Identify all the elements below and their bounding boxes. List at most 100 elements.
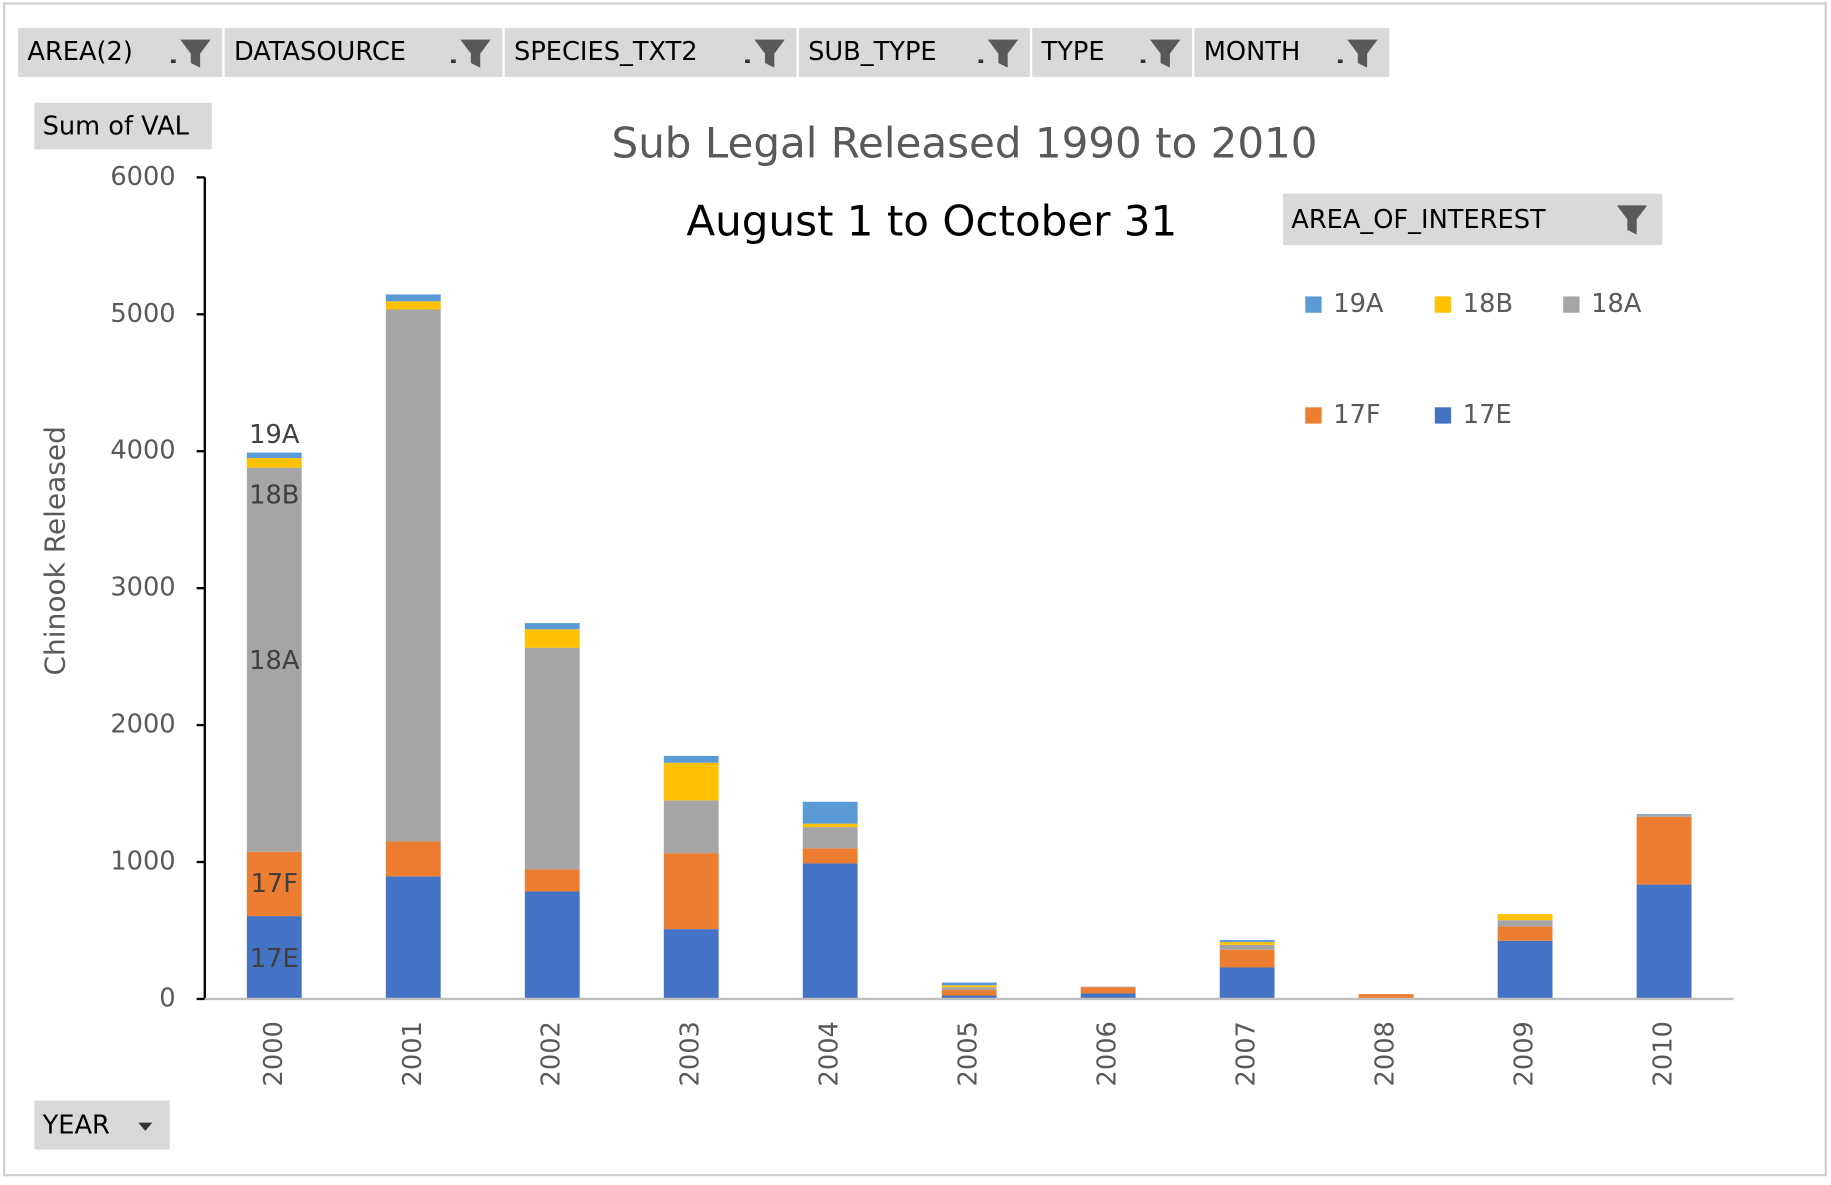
legend-swatch [1305,296,1322,313]
filter-button[interactable]: MONTH [1194,28,1390,78]
filter-button[interactable]: TYPE [1032,28,1193,78]
chart-title: Sub Legal Released 1990 to 2010 [612,118,1318,167]
x-tick-label: 2001 [398,1021,428,1086]
bar-segment [663,762,719,801]
bar-segment [1636,814,1692,815]
filter-button[interactable]: SPECIES_TXT2 [504,28,797,78]
bar-segment [941,982,997,986]
y-tick-label: 0 [159,983,175,1013]
button-bg [504,28,797,78]
bar-annotation: 17F [251,869,298,899]
bar-segment [524,891,580,999]
bar-segment [524,647,580,870]
button-label: YEAR [42,1111,110,1141]
x-tick-label: 2003 [676,1021,706,1086]
bar-segment [246,851,302,917]
bar-segment [663,755,719,763]
bar-segment [1080,993,1136,999]
y-tick-label: 1000 [110,847,175,877]
filter-icon [180,39,211,68]
button-label: AREA(2) [27,37,132,67]
bar-segment [1219,967,1275,999]
x-tick-label: 2005 [954,1021,984,1086]
bar-segment [802,827,858,849]
dropdown-dot [745,59,750,64]
legend-swatch [1434,407,1452,424]
legend-swatch [1434,296,1452,313]
y-tick-label: 4000 [110,436,175,466]
bar-segment [385,841,441,877]
bar-segment [246,467,302,852]
x-tick-label: 2000 [259,1021,289,1086]
legend-swatch [1305,407,1322,424]
button-label: Sum of VAL [43,112,190,142]
legend-label: 18A [1591,289,1642,319]
y-tick-label: 2000 [110,710,175,740]
dropdown-dot [451,59,456,64]
bar-segment [663,929,719,999]
bar-segment [802,801,858,824]
bar-segment [1219,949,1275,968]
bar-segment [802,848,858,864]
button-label: MONTH [1204,37,1301,67]
bar-segment [1080,986,1136,988]
x-tick-label: 2007 [1232,1021,1262,1086]
value-field-button[interactable]: Sum of VAL [34,102,212,150]
legend-label: 17F [1333,400,1380,430]
bar-segment [1636,816,1692,885]
bar-segment [524,623,580,630]
bar-segment [1080,987,1136,994]
button-bg [224,28,503,78]
bar-segment [1497,920,1553,927]
bar-segment [941,985,997,988]
x-tick-label: 2006 [1093,1021,1123,1086]
button-label: SPECIES_TXT2 [514,37,698,67]
bar-segment [941,990,997,996]
bar-segment [802,863,858,999]
filter-button[interactable]: SUB_TYPE [798,28,1030,78]
bar-segment [1219,942,1275,945]
filter-icon [1150,39,1181,68]
bar-segment [524,869,580,892]
legend-swatch [1563,296,1580,313]
bar-segment [802,823,858,828]
bar-segment [1219,944,1275,950]
y-tick-label: 5000 [110,299,175,329]
button-bg [798,28,1030,78]
bar-segment [1497,940,1553,999]
bar-segment [246,458,302,468]
dropdown-dot [1140,59,1146,64]
x-tick-label: 2009 [1510,1021,1540,1086]
bar-segment [246,452,302,459]
dropdown-dot [978,59,984,64]
x-tick-label: 2002 [537,1021,567,1086]
bar-segment [941,987,997,991]
dropdown-dot [170,59,176,64]
bar-segment [385,301,441,310]
bar-segment [1497,926,1553,941]
bar-segment [524,629,580,648]
filter-icon [1616,205,1648,235]
legend-label: 18B [1463,289,1513,319]
button-bg [18,28,223,78]
filter-button[interactable]: AREA(2) [18,28,223,78]
legend-label: 19A [1333,289,1384,319]
x-tick-label: 2008 [1371,1021,1401,1086]
bar-segment [1219,940,1275,943]
bar-segment [1358,994,1414,999]
row-field-button[interactable]: YEAR [34,1100,170,1150]
button-label: AREA_OF_INTEREST [1291,205,1546,235]
bar-annotation: 18A [249,646,300,676]
legend-field-button[interactable]: AREA_OF_INTEREST [1283,193,1663,246]
button-label: DATASOURCE [234,37,406,67]
button-label: TYPE [1041,37,1105,67]
x-tick-label: 2004 [815,1021,845,1086]
button-bg [1283,193,1663,246]
bar-segment [246,916,302,999]
chart-subtitle: August 1 to October 31 [686,197,1177,246]
bar-segment [385,294,441,302]
filter-button[interactable]: DATASOURCE [224,28,503,78]
filter-icon [1347,39,1378,68]
dropdown-dot [1337,59,1343,64]
